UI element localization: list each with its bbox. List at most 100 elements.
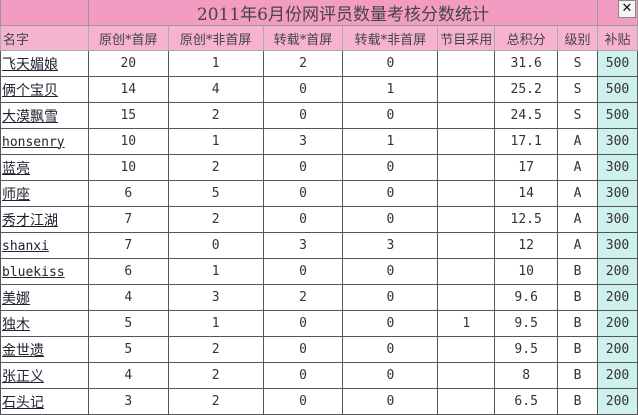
cell-repost-first[interactable]: 3 [262, 232, 344, 259]
cell-total[interactable]: 31.6 [494, 50, 559, 77]
cell-level[interactable]: B [557, 284, 598, 311]
cell-subsidy[interactable]: 500 [597, 102, 638, 129]
header-repost-first[interactable]: 转载*首屏 [262, 25, 344, 51]
cell-repost-first[interactable]: 2 [262, 284, 344, 311]
cell-level[interactable]: B [557, 258, 598, 285]
cell-subsidy[interactable]: 500 [597, 76, 638, 103]
cell-name[interactable]: 俩个宝贝 [0, 76, 89, 103]
cell-level[interactable]: A [557, 154, 598, 181]
cell-level[interactable]: B [557, 362, 598, 389]
cell-orig-first[interactable]: 5 [87, 336, 169, 363]
header-name[interactable]: 名字 [0, 25, 89, 51]
cell-program[interactable] [437, 362, 496, 389]
cell-repost-first[interactable]: 0 [262, 76, 344, 103]
cell-repost-nonfirst[interactable]: 0 [342, 206, 439, 233]
cell-orig-first[interactable]: 4 [87, 284, 169, 311]
cell-orig-first[interactable]: 15 [87, 102, 169, 129]
cell-level[interactable]: S [557, 50, 598, 77]
cell-repost-nonfirst[interactable]: 0 [342, 50, 439, 77]
cell-repost-nonfirst[interactable]: 0 [342, 258, 439, 285]
cell-subsidy[interactable]: 300 [597, 232, 638, 259]
cell-repost-first[interactable]: 0 [262, 362, 344, 389]
cell-repost-first[interactable]: 0 [262, 336, 344, 363]
cell-orig-nonfirst[interactable]: 2 [167, 102, 264, 129]
cell-program[interactable] [437, 76, 496, 103]
cell-orig-first[interactable]: 4 [87, 362, 169, 389]
cell-orig-first[interactable]: 20 [87, 50, 169, 77]
cell-program[interactable] [437, 180, 496, 207]
cell-total[interactable]: 9.5 [494, 336, 559, 363]
cell-total[interactable]: 24.5 [494, 102, 559, 129]
cell-level[interactable]: A [557, 232, 598, 259]
cell-repost-nonfirst[interactable]: 1 [342, 76, 439, 103]
cell-level[interactable]: S [557, 102, 598, 129]
cell-program[interactable] [437, 50, 496, 77]
cell-program[interactable] [437, 388, 496, 415]
cell-repost-first[interactable]: 0 [262, 388, 344, 415]
cell-orig-nonfirst[interactable]: 4 [167, 76, 264, 103]
cell-total[interactable]: 6.5 [494, 388, 559, 415]
header-orig-nonfirst[interactable]: 原创*非首屏 [167, 25, 264, 51]
cell-name[interactable]: 蓝亮 [0, 154, 89, 181]
cell-repost-first[interactable]: 0 [262, 258, 344, 285]
name-link[interactable]: bluekiss [2, 264, 65, 280]
cell-name[interactable]: 独木 [0, 310, 89, 337]
cell-orig-nonfirst[interactable]: 1 [167, 50, 264, 77]
cell-name[interactable]: 飞天媚娘 [0, 50, 89, 77]
cell-repost-nonfirst[interactable]: 0 [342, 362, 439, 389]
cell-orig-nonfirst[interactable]: 0 [167, 232, 264, 259]
name-link[interactable]: 张正义 [2, 368, 44, 385]
cell-program[interactable] [437, 284, 496, 311]
cell-orig-first[interactable]: 6 [87, 258, 169, 285]
cell-level[interactable]: B [557, 388, 598, 415]
cell-orig-first[interactable]: 10 [87, 128, 169, 155]
cell-subsidy[interactable]: 500 [597, 50, 638, 77]
cell-name[interactable]: 秀才江湖 [0, 206, 89, 233]
cell-repost-nonfirst[interactable]: 3 [342, 232, 439, 259]
cell-program[interactable] [437, 258, 496, 285]
cell-orig-nonfirst[interactable]: 2 [167, 388, 264, 415]
header-orig-first[interactable]: 原创*首屏 [87, 25, 169, 51]
cell-subsidy[interactable]: 200 [597, 388, 638, 415]
cell-repost-nonfirst[interactable]: 0 [342, 388, 439, 415]
header-program[interactable]: 节目采用 [437, 25, 496, 51]
name-link[interactable]: shanxi [2, 238, 49, 254]
cell-repost-nonfirst[interactable]: 1 [342, 128, 439, 155]
cell-subsidy[interactable]: 200 [597, 258, 638, 285]
cell-orig-first[interactable]: 7 [87, 232, 169, 259]
cell-level[interactable]: B [557, 336, 598, 363]
cell-repost-first[interactable]: 0 [262, 310, 344, 337]
cell-name[interactable]: 张正义 [0, 362, 89, 389]
cell-total[interactable]: 12 [494, 232, 559, 259]
cell-subsidy[interactable]: 200 [597, 362, 638, 389]
cell-orig-nonfirst[interactable]: 2 [167, 206, 264, 233]
cell-orig-first[interactable]: 14 [87, 76, 169, 103]
cell-program[interactable] [437, 154, 496, 181]
cell-name[interactable]: 美娜 [0, 284, 89, 311]
cell-orig-first[interactable]: 6 [87, 180, 169, 207]
cell-subsidy[interactable]: 300 [597, 180, 638, 207]
cell-subsidy[interactable]: 200 [597, 336, 638, 363]
name-link[interactable]: 秀才江湖 [2, 212, 58, 229]
cell-orig-first[interactable]: 10 [87, 154, 169, 181]
cell-orig-first[interactable]: 5 [87, 310, 169, 337]
cell-level[interactable]: B [557, 310, 598, 337]
name-link[interactable]: 石头记 [2, 394, 44, 411]
cell-name[interactable]: 石头记 [0, 388, 89, 415]
cell-name[interactable]: shanxi [0, 232, 89, 259]
header-subsidy[interactable]: 补贴 [597, 25, 638, 51]
cell-orig-nonfirst[interactable]: 2 [167, 336, 264, 363]
name-link[interactable]: 师座 [2, 186, 30, 203]
cell-orig-nonfirst[interactable]: 2 [167, 362, 264, 389]
cell-repost-nonfirst[interactable]: 0 [342, 102, 439, 129]
cell-program[interactable] [437, 128, 496, 155]
cell-repost-first[interactable]: 0 [262, 180, 344, 207]
cell-orig-nonfirst[interactable]: 2 [167, 154, 264, 181]
cell-program[interactable] [437, 336, 496, 363]
cell-orig-nonfirst[interactable]: 3 [167, 284, 264, 311]
close-x-icon[interactable]: ✕ [618, 0, 636, 18]
cell-level[interactable]: A [557, 180, 598, 207]
cell-total[interactable]: 17.1 [494, 128, 559, 155]
cell-name[interactable]: 师座 [0, 180, 89, 207]
name-link[interactable]: honsenry [2, 134, 65, 150]
